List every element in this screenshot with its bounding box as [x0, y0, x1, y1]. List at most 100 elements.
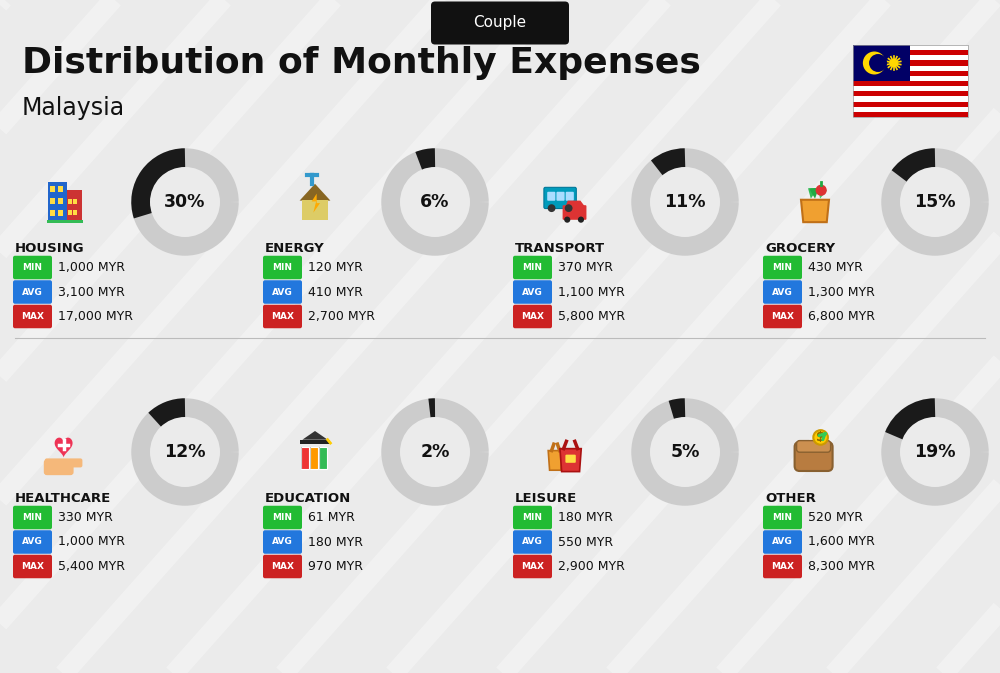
FancyBboxPatch shape	[544, 187, 576, 209]
FancyBboxPatch shape	[48, 182, 67, 219]
Text: 11%: 11%	[664, 193, 706, 211]
Text: 5,800 MYR: 5,800 MYR	[558, 310, 625, 323]
Text: 17,000 MYR: 17,000 MYR	[58, 310, 133, 323]
FancyBboxPatch shape	[566, 192, 574, 201]
Text: 180 MYR: 180 MYR	[308, 536, 363, 548]
Wedge shape	[818, 188, 827, 199]
Text: AVG: AVG	[272, 538, 293, 546]
FancyBboxPatch shape	[852, 96, 968, 102]
FancyBboxPatch shape	[547, 192, 555, 201]
Circle shape	[813, 430, 828, 445]
FancyBboxPatch shape	[319, 447, 327, 469]
Text: Distribution of Monthly Expenses: Distribution of Monthly Expenses	[22, 46, 701, 80]
Circle shape	[650, 167, 720, 237]
Text: LEISURE: LEISURE	[515, 491, 577, 505]
Polygon shape	[55, 437, 73, 458]
Text: MIN: MIN	[22, 513, 42, 522]
Text: 3,100 MYR: 3,100 MYR	[58, 285, 125, 299]
Text: 2%: 2%	[420, 443, 450, 461]
Circle shape	[150, 167, 220, 237]
Text: MAX: MAX	[771, 562, 794, 571]
FancyBboxPatch shape	[58, 186, 63, 192]
FancyBboxPatch shape	[763, 280, 802, 304]
FancyBboxPatch shape	[513, 256, 552, 279]
FancyBboxPatch shape	[513, 530, 552, 554]
Polygon shape	[566, 201, 585, 206]
Circle shape	[869, 54, 887, 72]
FancyBboxPatch shape	[795, 442, 833, 471]
Polygon shape	[801, 200, 829, 222]
Text: GROCERY: GROCERY	[765, 242, 835, 254]
Text: AVG: AVG	[22, 287, 43, 297]
Circle shape	[150, 417, 220, 487]
FancyBboxPatch shape	[263, 555, 302, 578]
FancyBboxPatch shape	[852, 81, 968, 86]
Text: 2,700 MYR: 2,700 MYR	[308, 310, 375, 323]
Text: Malaysia: Malaysia	[22, 96, 125, 120]
Text: HEALTHCARE: HEALTHCARE	[15, 491, 111, 505]
FancyBboxPatch shape	[513, 305, 552, 328]
Text: MIN: MIN	[772, 513, 792, 522]
FancyBboxPatch shape	[73, 199, 77, 204]
FancyBboxPatch shape	[852, 45, 910, 81]
Text: MIN: MIN	[272, 263, 292, 272]
Text: 120 MYR: 120 MYR	[308, 261, 363, 274]
Wedge shape	[808, 188, 817, 199]
Text: 6,800 MYR: 6,800 MYR	[808, 310, 875, 323]
Polygon shape	[300, 439, 330, 444]
Text: 1,600 MYR: 1,600 MYR	[808, 536, 875, 548]
Text: EDUCATION: EDUCATION	[265, 491, 351, 505]
FancyBboxPatch shape	[45, 458, 82, 468]
Polygon shape	[560, 449, 581, 472]
Text: HOUSING: HOUSING	[15, 242, 85, 254]
Text: 15%: 15%	[914, 193, 956, 211]
Text: 520 MYR: 520 MYR	[808, 511, 863, 524]
FancyBboxPatch shape	[763, 530, 802, 554]
FancyBboxPatch shape	[44, 460, 74, 475]
Text: MIN: MIN	[522, 263, 542, 272]
FancyBboxPatch shape	[763, 555, 802, 578]
FancyBboxPatch shape	[13, 305, 52, 328]
Text: 180 MYR: 180 MYR	[558, 511, 613, 524]
Text: $: $	[816, 431, 825, 444]
FancyBboxPatch shape	[852, 102, 968, 107]
FancyBboxPatch shape	[50, 198, 55, 204]
FancyBboxPatch shape	[852, 86, 968, 92]
Text: MAX: MAX	[271, 562, 294, 571]
FancyBboxPatch shape	[73, 211, 77, 215]
FancyBboxPatch shape	[565, 455, 576, 463]
Text: MAX: MAX	[271, 312, 294, 321]
Circle shape	[564, 217, 570, 223]
FancyBboxPatch shape	[852, 50, 968, 55]
FancyBboxPatch shape	[301, 447, 309, 469]
FancyBboxPatch shape	[852, 112, 968, 117]
Text: MAX: MAX	[521, 562, 544, 571]
Text: MAX: MAX	[521, 312, 544, 321]
Text: 2,900 MYR: 2,900 MYR	[558, 560, 625, 573]
Text: OTHER: OTHER	[765, 491, 816, 505]
FancyBboxPatch shape	[302, 200, 328, 220]
FancyBboxPatch shape	[319, 447, 320, 469]
FancyBboxPatch shape	[852, 45, 968, 50]
FancyBboxPatch shape	[310, 447, 311, 469]
FancyBboxPatch shape	[263, 530, 302, 554]
FancyBboxPatch shape	[68, 199, 72, 204]
FancyBboxPatch shape	[263, 280, 302, 304]
Text: AVG: AVG	[522, 287, 543, 297]
Polygon shape	[300, 184, 330, 201]
FancyBboxPatch shape	[852, 55, 968, 61]
Circle shape	[565, 204, 573, 212]
FancyBboxPatch shape	[58, 198, 63, 204]
Text: MIN: MIN	[522, 513, 542, 522]
FancyBboxPatch shape	[852, 106, 968, 112]
FancyBboxPatch shape	[13, 555, 52, 578]
Circle shape	[400, 167, 470, 237]
FancyBboxPatch shape	[50, 186, 55, 192]
FancyBboxPatch shape	[513, 280, 552, 304]
Polygon shape	[312, 194, 320, 213]
Text: 1,100 MYR: 1,100 MYR	[558, 285, 625, 299]
Text: 12%: 12%	[164, 443, 206, 461]
FancyBboxPatch shape	[852, 60, 968, 65]
FancyBboxPatch shape	[513, 505, 552, 529]
FancyBboxPatch shape	[263, 256, 302, 279]
